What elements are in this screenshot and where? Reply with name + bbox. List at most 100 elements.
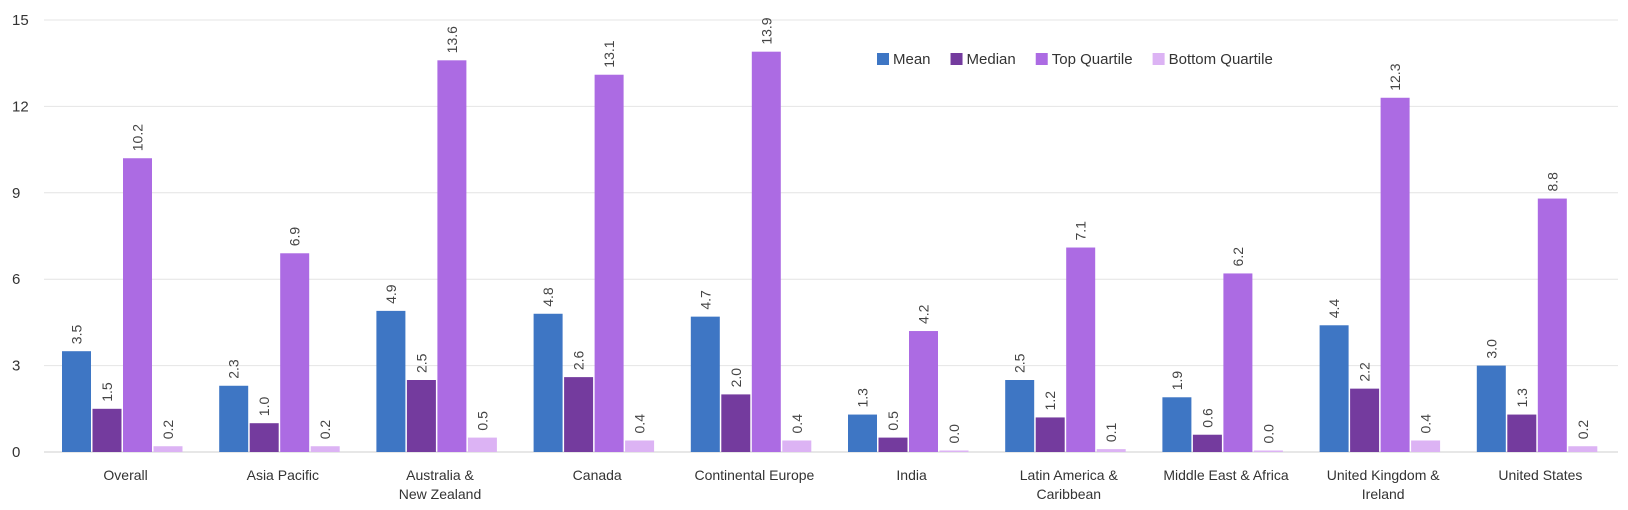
bar-median (249, 423, 279, 452)
bar-top-quartile (437, 60, 467, 452)
bar-median (1035, 417, 1065, 452)
data-label: 0.1 (1103, 422, 1119, 442)
data-label: 2.5 (413, 353, 429, 373)
bar-median (406, 380, 436, 452)
data-label: 2.2 (1357, 362, 1373, 382)
legend-label: Bottom Quartile (1169, 51, 1273, 68)
bar-top-quartile (909, 331, 938, 452)
data-label: 2.5 (1012, 353, 1028, 373)
x-tick-label: Australia & (406, 467, 474, 483)
legend-swatch (1152, 53, 1165, 65)
bar-bottom-quartile (782, 440, 812, 452)
data-label: 0.2 (317, 420, 333, 440)
bar-top-quartile (594, 74, 624, 452)
x-tick-label: Overall (103, 467, 147, 483)
data-labels-layer: 3.5 2.3 4.9 4.8 4.7 1.3 2.5 1.9 4.4 3.0 1.5 1.0 2.5 2… (69, 17, 1591, 443)
bar-top-quartile (123, 158, 152, 453)
bar-mean (690, 316, 720, 452)
bar-mean (1476, 365, 1506, 452)
data-label: 1.9 (1169, 371, 1185, 391)
data-label: 4.2 (916, 304, 932, 324)
y-tick-label: 15 (12, 12, 29, 29)
x-tick-label: Continental Europe (694, 467, 814, 483)
legend-label: Median (967, 51, 1016, 68)
bar-mean (1162, 397, 1192, 452)
data-label: 2.6 (571, 350, 587, 370)
data-label: 13.6 (444, 26, 460, 53)
data-label: 0.4 (1418, 414, 1434, 434)
data-label: 1.0 (256, 397, 272, 417)
legend-label: Top Quartile (1052, 51, 1133, 68)
bar-mean (848, 414, 877, 452)
data-label: 0.0 (1260, 424, 1276, 444)
data-label: 7.1 (1073, 221, 1089, 241)
bar-mean (533, 313, 563, 452)
bar-mean (1005, 380, 1035, 452)
bar-top-quartile (1066, 247, 1096, 452)
bar-median (1192, 434, 1222, 452)
bar-bottom-quartile (625, 440, 655, 452)
legend-swatch (1035, 53, 1048, 65)
bar-median (721, 394, 751, 452)
legend-label: Mean (893, 51, 931, 68)
bar-top-quartile (1380, 97, 1410, 452)
data-label: 0.2 (160, 420, 176, 440)
data-label: 3.5 (69, 325, 85, 345)
data-label: 0.5 (885, 411, 901, 431)
bar-top-quartile (1537, 198, 1567, 452)
data-label: 4.8 (540, 287, 556, 307)
bar-median (878, 437, 908, 452)
bar-mean (376, 310, 406, 452)
data-label: 6.2 (1230, 247, 1246, 267)
bar-bottom-quartile (1096, 449, 1126, 452)
bar-bottom-quartile (939, 450, 969, 452)
data-label: 4.4 (1326, 299, 1342, 319)
x-tick-label: India (896, 467, 927, 483)
bar-mean (1319, 325, 1349, 452)
bar-top-quartile (751, 51, 781, 453)
data-label: 2.0 (728, 368, 744, 388)
x-tick-label: United States (1498, 467, 1582, 483)
data-label: 4.7 (697, 290, 713, 310)
bar-top-quartile (1223, 273, 1253, 452)
bar-top-quartile (280, 253, 310, 452)
data-label: 0.6 (1199, 408, 1215, 428)
axis-layer: 0 3 6 9 12 15 Overall Asia Pacific Australia & Ne… (12, 12, 1582, 502)
data-label: 13.9 (758, 17, 774, 44)
bar-bottom-quartile (1253, 450, 1283, 452)
data-label: 2.3 (226, 359, 242, 379)
data-label: 1.3 (1514, 388, 1530, 408)
bar-bottom-quartile (1568, 446, 1598, 452)
bars-layer (62, 51, 1598, 453)
bar-median (1350, 388, 1380, 452)
data-label: 0.4 (632, 414, 648, 434)
x-tick-label: Latin America & (1020, 467, 1119, 483)
data-label: 1.5 (99, 382, 115, 402)
data-label: 0.4 (789, 414, 805, 434)
y-tick-label: 3 (12, 358, 20, 375)
data-label: 6.9 (287, 227, 303, 247)
bar-mean (219, 385, 249, 452)
data-label: 0.0 (946, 424, 962, 444)
x-tick-label: New Zealand (399, 486, 482, 502)
bar-mean (62, 351, 91, 452)
data-label: 0.2 (1575, 420, 1591, 440)
data-label: 10.2 (130, 124, 146, 151)
x-tick-label: Canada (573, 467, 622, 483)
legend-swatch (950, 53, 963, 65)
bar-bottom-quartile (310, 446, 340, 452)
bar-median (564, 377, 594, 452)
bar-bottom-quartile (153, 446, 183, 452)
data-label: 4.9 (383, 284, 399, 304)
data-label: 8.8 (1544, 172, 1560, 192)
bar-bottom-quartile (467, 437, 497, 452)
data-label: 1.3 (855, 388, 871, 408)
y-tick-label: 6 (12, 271, 20, 288)
y-tick-label: 0 (12, 444, 20, 461)
x-tick-label: Asia Pacific (247, 467, 319, 483)
bar-median (1507, 414, 1537, 452)
data-label: 1.2 (1042, 391, 1058, 411)
data-label: 0.5 (474, 411, 490, 431)
